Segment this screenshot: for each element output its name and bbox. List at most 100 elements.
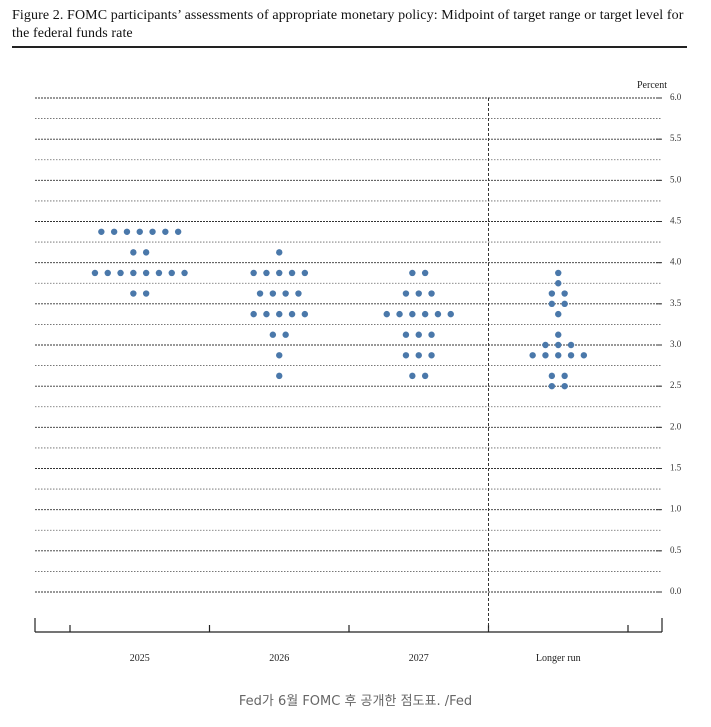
dot (428, 352, 435, 359)
dot (301, 269, 309, 277)
y-tick-label: 2.0 (670, 421, 682, 431)
dot (402, 331, 410, 338)
dot (555, 280, 562, 287)
dot (288, 269, 296, 277)
dot (301, 310, 309, 318)
dot (269, 331, 277, 338)
dot (155, 269, 163, 277)
dot (447, 310, 454, 318)
dot (383, 310, 390, 318)
x-tick-label: 2027 (409, 653, 429, 664)
y-tick-label: 4.5 (670, 216, 682, 226)
dot (250, 269, 257, 277)
dot (542, 341, 549, 349)
dot (580, 352, 588, 359)
chart-title: Figure 2. FOMC participants’ assessments… (12, 8, 684, 41)
dot (130, 290, 137, 297)
dot (555, 352, 562, 359)
dot (276, 352, 283, 359)
dot (561, 382, 568, 390)
dot (110, 228, 118, 235)
dot (529, 352, 536, 359)
dot (555, 310, 562, 318)
dot (276, 249, 283, 256)
y-tick-label: 1.5 (670, 463, 682, 473)
dot (136, 228, 143, 235)
dot (421, 310, 429, 318)
dot (567, 341, 575, 349)
title-rule (12, 46, 687, 48)
y-tick-label: 3.5 (670, 298, 682, 308)
x-tick-label: Longer run (536, 653, 581, 664)
dot (288, 310, 296, 318)
dot (162, 228, 169, 235)
dot (555, 269, 562, 277)
dot (142, 249, 150, 256)
dot (561, 300, 568, 308)
dot (181, 269, 188, 277)
dot (409, 372, 416, 380)
dot (263, 310, 270, 318)
y-axis-label: Percent (637, 80, 667, 91)
y-tick-label: 0.0 (670, 586, 682, 596)
dot (117, 269, 124, 277)
dot (130, 269, 137, 277)
dot (415, 290, 422, 297)
dot (402, 352, 410, 359)
caption: Fed가 6월 FOMC 후 공개한 점도표. /Fed (238, 694, 473, 709)
dot (142, 290, 150, 297)
dot (555, 341, 562, 349)
dot (282, 290, 289, 297)
dot (142, 269, 150, 277)
x-tick-label: 2026 (269, 653, 289, 664)
dot (555, 331, 562, 338)
dot (548, 382, 556, 390)
dot (567, 352, 575, 359)
dot (428, 290, 435, 297)
dot (561, 290, 568, 297)
y-tick-label: 3.0 (670, 339, 682, 349)
dot (561, 372, 568, 380)
dot (415, 331, 422, 338)
dot (542, 352, 549, 359)
dot (421, 372, 429, 380)
dot (548, 372, 556, 380)
dot (263, 269, 270, 277)
dot (434, 310, 442, 318)
dot (174, 228, 182, 235)
dot (276, 372, 283, 380)
dot (421, 269, 429, 277)
y-tick-label: 5.5 (670, 133, 682, 143)
dot (282, 331, 289, 338)
y-tick-label: 1.0 (670, 504, 682, 514)
dot (123, 228, 131, 235)
y-tick-label: 2.5 (670, 380, 682, 390)
dot (256, 290, 264, 297)
dot (250, 310, 257, 318)
dot (130, 249, 137, 256)
dot (269, 290, 277, 297)
y-tick-label: 5.0 (670, 174, 682, 184)
dot (428, 331, 435, 338)
dot (409, 269, 416, 277)
y-tick-label: 0.5 (670, 545, 682, 555)
dot (548, 290, 556, 297)
x-tick-label: 2025 (130, 653, 150, 664)
dot (548, 300, 556, 308)
dot (91, 269, 99, 277)
dot (149, 228, 156, 235)
dot (415, 352, 422, 359)
dot (276, 310, 283, 318)
dot (295, 290, 302, 297)
dot (98, 228, 105, 235)
dot (396, 310, 403, 318)
dot (104, 269, 111, 277)
dot (402, 290, 410, 297)
dot (168, 269, 175, 277)
dot (276, 269, 283, 277)
dot (409, 310, 416, 318)
y-tick-label: 6.0 (670, 92, 682, 102)
y-tick-label: 4.0 (670, 257, 682, 267)
